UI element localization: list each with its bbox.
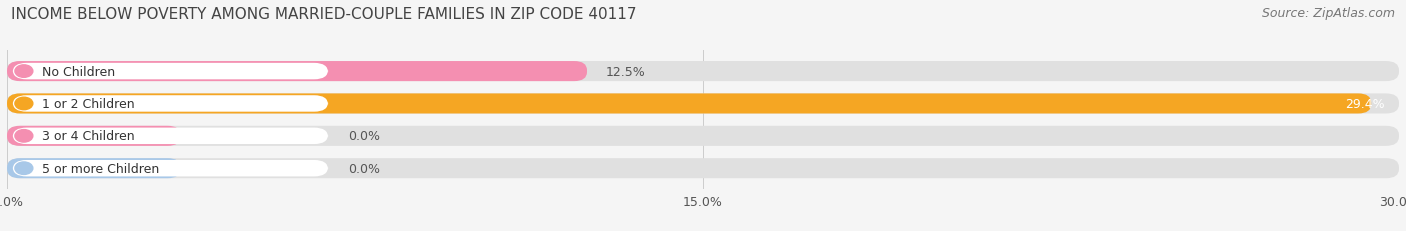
Text: INCOME BELOW POVERTY AMONG MARRIED-COUPLE FAMILIES IN ZIP CODE 40117: INCOME BELOW POVERTY AMONG MARRIED-COUPL…: [11, 7, 637, 22]
Circle shape: [15, 130, 32, 143]
FancyBboxPatch shape: [13, 96, 328, 112]
Text: 29.4%: 29.4%: [1346, 97, 1385, 110]
Text: 12.5%: 12.5%: [606, 65, 645, 78]
Text: Source: ZipAtlas.com: Source: ZipAtlas.com: [1261, 7, 1395, 20]
Text: 5 or more Children: 5 or more Children: [42, 162, 159, 175]
FancyBboxPatch shape: [7, 158, 1399, 179]
Text: 1 or 2 Children: 1 or 2 Children: [42, 97, 135, 110]
Text: 0.0%: 0.0%: [349, 162, 380, 175]
Circle shape: [15, 66, 32, 78]
Text: 3 or 4 Children: 3 or 4 Children: [42, 130, 135, 143]
FancyBboxPatch shape: [13, 128, 328, 144]
FancyBboxPatch shape: [7, 158, 180, 179]
Text: 0.0%: 0.0%: [349, 130, 380, 143]
FancyBboxPatch shape: [7, 62, 588, 82]
Circle shape: [15, 162, 32, 175]
FancyBboxPatch shape: [7, 62, 1399, 82]
FancyBboxPatch shape: [13, 160, 328, 177]
FancyBboxPatch shape: [7, 126, 180, 146]
FancyBboxPatch shape: [7, 94, 1371, 114]
FancyBboxPatch shape: [7, 94, 1399, 114]
FancyBboxPatch shape: [13, 64, 328, 80]
Text: No Children: No Children: [42, 65, 115, 78]
FancyBboxPatch shape: [7, 126, 1399, 146]
Circle shape: [15, 98, 32, 110]
